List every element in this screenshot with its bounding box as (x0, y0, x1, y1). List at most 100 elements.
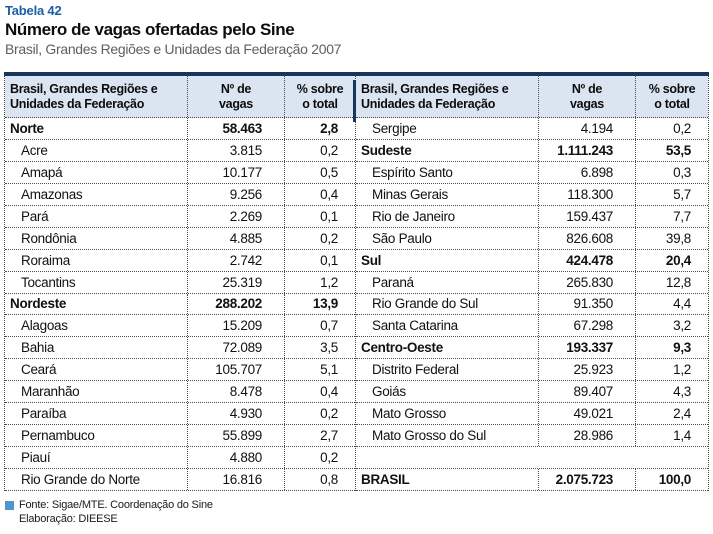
vagas-value-cell: 1.111.243 (538, 139, 635, 161)
uf-name-cell: Rondônia (21, 230, 77, 246)
table-row: Distrito Federal 25.923 1,2 (356, 359, 708, 382)
vagas-value-cell: 9.256 (187, 183, 284, 205)
percent-value-cell: 2,7 (284, 425, 355, 447)
uf-name-cell: Paraná (372, 274, 414, 290)
table-row: Piauí 4.880 0,2 (5, 447, 355, 469)
table-row: Alagoas 15.209 0,7 (5, 315, 355, 338)
table-row: Mato Grosso 49.021 2,4 (356, 403, 708, 426)
vagas-value-cell: 15.209 (187, 315, 284, 337)
vagas-value-cell: 91.350 (538, 293, 635, 315)
percent-value-cell: 13,9 (284, 293, 355, 315)
footer: Fonte: Sigae/MTE. Coordenação do Sine El… (5, 498, 213, 526)
table-left-header: Brasil, Grandes Regiões e Unidades da Fe… (5, 76, 355, 118)
vagas-value-cell: 49.021 (538, 403, 635, 425)
uf-name-cell: Pernambuco (21, 428, 95, 444)
table-left-body: Norte 58.463 2,8 Acre 3.815 0,2 Amapá 10.177 0,5… (5, 118, 355, 491)
vagas-value-cell: 424.478 (538, 249, 635, 271)
uf-name-cell: BRASIL (361, 471, 410, 487)
percent-value-cell: 0,8 (284, 469, 355, 490)
vagas-value-cell: 4.930 (187, 403, 284, 425)
vagas-value-cell: 55.899 (187, 425, 284, 447)
source-text: Fonte: Sigae/MTE. Coordenação do Sine (19, 499, 213, 511)
column-header-region: Brasil, Grandes Regiões e Unidades da Fe… (361, 81, 509, 111)
uf-name-cell: Mato Grosso (372, 406, 446, 422)
uf-name-cell: Amapá (21, 164, 63, 180)
table-row: Amazonas 9.256 0,4 (5, 183, 355, 206)
vagas-value-cell: 8.478 (187, 381, 284, 403)
table-row: Sergipe 4.194 0,2 (356, 118, 708, 140)
vagas-value-cell (538, 447, 635, 468)
column-header-percent: % sobre o total (635, 76, 708, 117)
vagas-value-cell: 2.075.723 (538, 469, 635, 490)
vagas-value-cell: 288.202 (187, 293, 284, 315)
percent-value-cell: 0,1 (284, 249, 355, 271)
percent-value-cell: 1,4 (635, 425, 708, 447)
percent-value-cell: 0,2 (284, 227, 355, 249)
page-title: Número de vagas ofertadas pelo Sine (5, 20, 295, 39)
uf-name-cell: Bahia (21, 340, 55, 356)
percent-value-cell: 0,4 (284, 183, 355, 205)
column-header-vagas: Nº de vagas (538, 76, 635, 117)
percent-value-cell: 0,7 (284, 315, 355, 337)
uf-name-cell: Acre (21, 142, 48, 158)
source-square-icon (5, 500, 14, 510)
table-row: Rio de Janeiro 159.437 7,7 (356, 205, 708, 228)
percent-value-cell: 4,3 (635, 381, 708, 403)
percent-value-cell: 0,2 (284, 139, 355, 161)
percent-value-cell: 2,8 (284, 118, 355, 139)
source-line: Fonte: Sigae/MTE. Coordenação do Sine (5, 498, 213, 512)
uf-name-cell: Piauí (21, 450, 51, 466)
percent-value-cell: 5,7 (635, 183, 708, 205)
vagas-value-cell: 118.300 (538, 183, 635, 205)
percent-value-cell: 0,4 (284, 381, 355, 403)
table-row: Amapá 10.177 0,5 (5, 161, 355, 184)
elaboration-text: Elaboração: DIEESE (19, 513, 118, 525)
table-row: Rio Grande do Sul 91.350 4,4 (356, 293, 708, 316)
percent-value-cell: 0,5 (284, 161, 355, 183)
percent-value-cell: 12,8 (635, 271, 708, 293)
percent-value-cell: 0,3 (635, 161, 708, 183)
percent-value-cell: 0,2 (635, 118, 708, 139)
table-row: Pernambuco 55.899 2,7 (5, 425, 355, 448)
vagas-value-cell: 28.986 (538, 425, 635, 447)
uf-name-cell: Santa Catarina (372, 318, 458, 334)
table-row: Ceará 105.707 5,1 (5, 359, 355, 382)
column-header-percent: % sobre o total (284, 76, 355, 117)
vagas-value-cell: 2.742 (187, 249, 284, 271)
uf-name-cell: Goiás (372, 384, 406, 400)
uf-name-cell: Centro-Oeste (361, 340, 443, 356)
table-row: Rio Grande do Norte 16.816 0,8 (5, 469, 355, 491)
uf-name-cell: Roraima (21, 252, 70, 268)
table-row: Paraná 265.830 12,8 (356, 271, 708, 294)
uf-name-cell: Amazonas (21, 186, 83, 202)
table-right: Brasil, Grandes Regiões e Unidades da Fe… (355, 76, 709, 491)
percent-value-cell: 39,8 (635, 227, 708, 249)
table-row: Tocantins 25.319 1,2 (5, 271, 355, 294)
table-number-label: Tabela 42 (5, 3, 62, 18)
vagas-value-cell: 2.269 (187, 205, 284, 227)
percent-value-cell: 0,2 (284, 447, 355, 468)
percent-value-cell: 9,3 (635, 337, 708, 359)
vagas-value-cell: 3.815 (187, 139, 284, 161)
percent-value-cell: 4,4 (635, 293, 708, 315)
table-row: Maranhão 8.478 0,4 (5, 381, 355, 404)
percent-value-cell: 7,7 (635, 205, 708, 227)
uf-name-cell: Paraíba (21, 406, 67, 422)
vagas-value-cell: 25.319 (187, 271, 284, 293)
uf-name-cell: Alagoas (21, 318, 68, 334)
table-row: Rondônia 4.885 0,2 (5, 227, 355, 250)
table-row: Espírito Santo 6.898 0,3 (356, 161, 708, 184)
uf-name-cell: Norte (10, 120, 44, 136)
table-row: BRASIL 2.075.723 100,0 (356, 469, 708, 491)
percent-value-cell: 1,2 (635, 359, 708, 381)
vagas-value-cell: 105.707 (187, 359, 284, 381)
vagas-value-cell: 4.880 (187, 447, 284, 468)
data-table: Brasil, Grandes Regiões e Unidades da Fe… (4, 72, 709, 491)
percent-value-cell: 5,1 (284, 359, 355, 381)
vagas-value-cell: 4.885 (187, 227, 284, 249)
table-row: São Paulo 826.608 39,8 (356, 227, 708, 250)
table-right-body: Sergipe 4.194 0,2 Sudeste 1.111.243 53,5 Espír… (356, 118, 708, 491)
vagas-value-cell: 16.816 (187, 469, 284, 490)
uf-name-cell: Sul (361, 252, 382, 268)
uf-name-cell (356, 447, 538, 468)
